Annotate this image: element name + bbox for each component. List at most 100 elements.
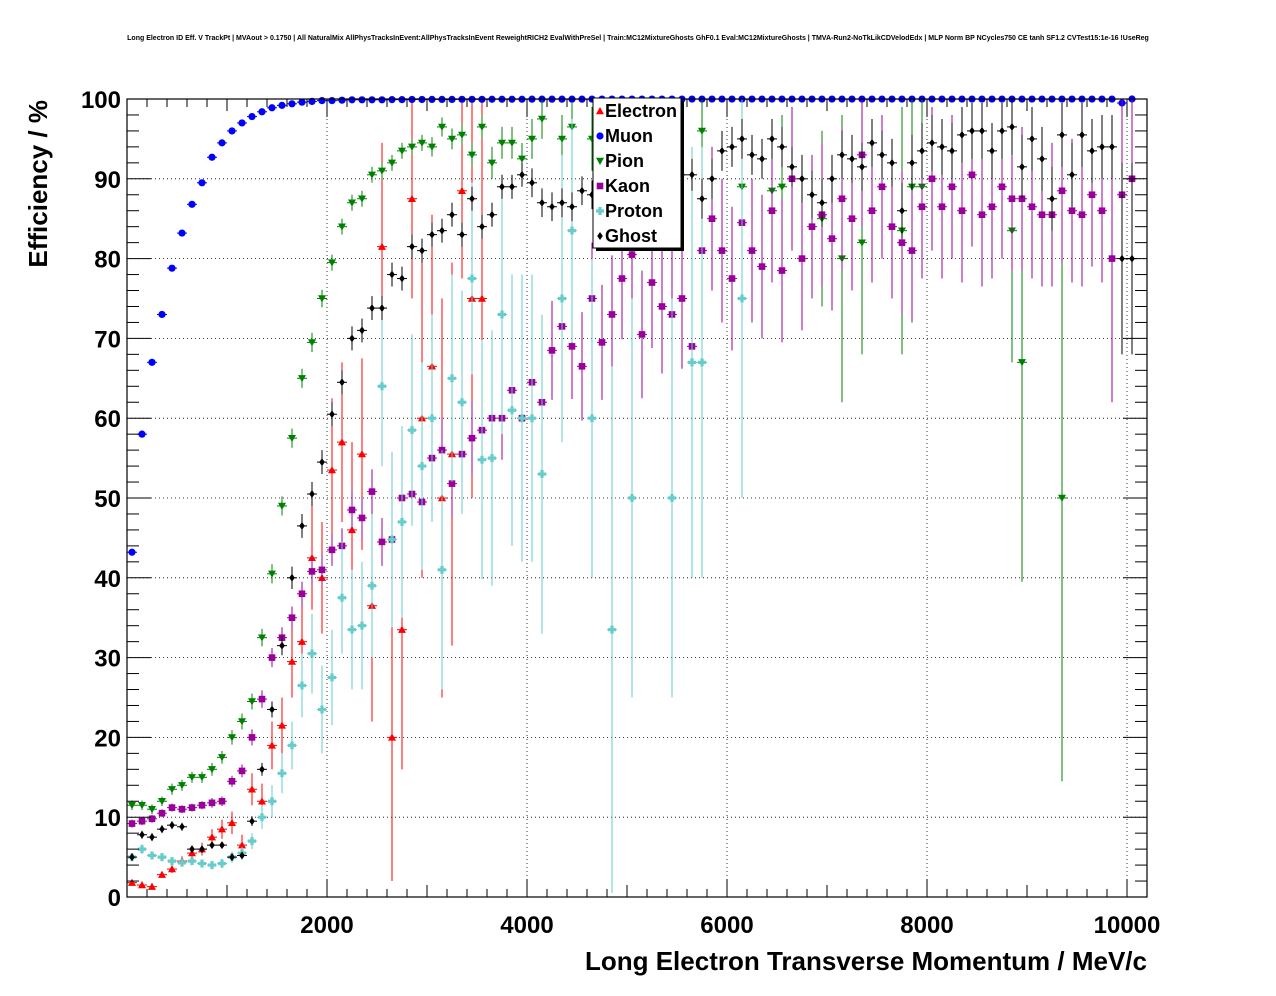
data-point — [269, 705, 275, 714]
data-point — [1059, 130, 1065, 139]
data-point — [179, 822, 185, 831]
series-proton — [127, 99, 747, 894]
data-point — [148, 806, 156, 814]
data-point — [218, 139, 226, 147]
data-point — [288, 100, 296, 108]
data-point — [508, 139, 516, 147]
data-point — [138, 881, 146, 889]
data-point — [919, 146, 925, 155]
chart-title: Long Electron ID Eff. V TrackPt | MVAout… — [127, 35, 1149, 42]
data-point — [799, 174, 805, 183]
data-point — [268, 654, 276, 661]
data-point — [899, 206, 905, 215]
data-point — [168, 786, 176, 794]
data-point — [558, 294, 567, 303]
data-point — [178, 229, 186, 237]
legend-label: Proton — [605, 201, 663, 221]
data-point — [698, 127, 706, 135]
y-tick-label: 10 — [94, 805, 121, 832]
data-point — [378, 538, 386, 546]
data-point — [1079, 130, 1085, 139]
data-point — [388, 96, 396, 104]
data-point — [1029, 134, 1035, 143]
data-point — [1028, 203, 1036, 211]
data-point — [628, 251, 636, 258]
data-point — [878, 183, 886, 191]
data-point — [218, 859, 226, 868]
data-point — [178, 805, 186, 813]
data-point — [829, 174, 835, 183]
data-point — [328, 546, 336, 554]
data-point — [268, 797, 276, 806]
data-point — [879, 150, 885, 159]
data-point — [398, 517, 406, 526]
data-point — [188, 804, 196, 811]
data-point — [138, 802, 146, 810]
data-point — [448, 135, 456, 143]
legend-label: Ghost — [605, 226, 657, 246]
data-point — [1008, 195, 1016, 203]
data-point — [859, 162, 865, 171]
data-point — [918, 203, 926, 211]
data-point — [749, 150, 755, 159]
data-point — [279, 641, 285, 650]
data-point — [589, 190, 595, 199]
data-point — [488, 454, 496, 463]
data-point — [538, 470, 547, 479]
data-point — [469, 194, 475, 203]
data-point — [198, 801, 206, 809]
data-point — [819, 198, 825, 207]
data-point — [1088, 191, 1096, 199]
data-point — [668, 494, 677, 502]
data-point — [758, 263, 766, 270]
data-point — [278, 101, 286, 109]
data-point — [168, 264, 176, 272]
data-point — [719, 146, 725, 155]
data-point — [479, 222, 485, 231]
data-point — [398, 96, 406, 104]
data-point — [488, 159, 496, 167]
data-point — [358, 621, 366, 630]
data-point — [738, 294, 747, 303]
y-tick-label: 50 — [94, 486, 121, 513]
legend-entry-muon: Muon — [596, 126, 653, 146]
data-point — [438, 565, 446, 574]
data-point — [939, 142, 945, 151]
data-point — [308, 553, 316, 562]
data-point — [929, 138, 935, 147]
data-point — [908, 247, 916, 254]
data-point — [188, 774, 196, 782]
data-point — [1089, 146, 1095, 155]
data-point — [1009, 122, 1015, 131]
data-point — [608, 311, 616, 318]
data-point — [978, 211, 986, 219]
data-point — [339, 378, 345, 387]
data-point — [358, 195, 366, 203]
data-point — [178, 858, 186, 867]
data-point — [438, 123, 446, 131]
data-point — [568, 343, 576, 350]
data-point — [238, 119, 246, 127]
data-point — [378, 96, 386, 104]
data-point — [778, 183, 786, 191]
data-point — [429, 230, 435, 239]
data-point — [328, 259, 336, 267]
data-point — [248, 785, 256, 793]
data-point — [358, 450, 366, 458]
data-point — [258, 695, 266, 703]
data-point — [139, 830, 145, 839]
data-point — [158, 853, 166, 862]
data-point — [798, 255, 806, 262]
data-point — [148, 815, 156, 823]
data-point — [568, 226, 577, 235]
data-point — [138, 817, 146, 825]
data-point — [409, 242, 415, 251]
data-point — [298, 681, 306, 690]
data-point — [608, 625, 617, 634]
data-point — [158, 870, 166, 878]
data-point — [218, 754, 226, 762]
data-point — [398, 147, 406, 155]
y-tick-label: 90 — [94, 167, 121, 194]
data-point — [408, 143, 416, 151]
data-point — [258, 108, 266, 116]
